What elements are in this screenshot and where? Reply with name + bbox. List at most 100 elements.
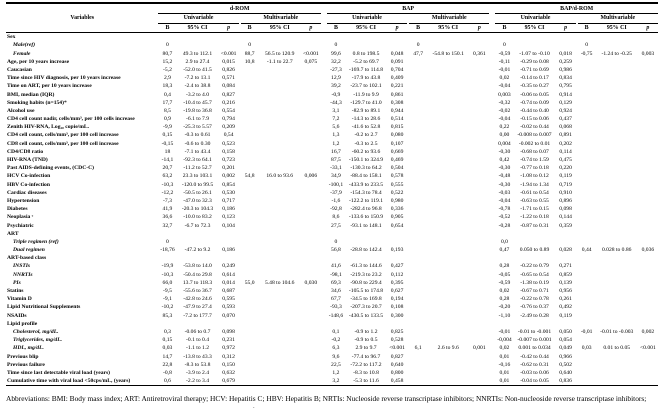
value-cell <box>409 377 428 387</box>
value-cell <box>469 222 489 230</box>
value-cell: -0,11 <box>498 58 511 65</box>
value-cell <box>556 320 576 328</box>
value-cell <box>259 320 301 328</box>
value-cell <box>596 197 638 205</box>
value-cell <box>578 230 596 238</box>
value-cell: 0,075 <box>304 58 318 65</box>
value-cell: 0,202 <box>559 140 572 147</box>
value-cell <box>301 66 321 74</box>
row-label: ART-based class <box>7 255 47 262</box>
value-cell <box>578 173 596 181</box>
value-cell <box>345 230 387 238</box>
value-cell <box>469 173 489 181</box>
value-cell <box>638 99 658 107</box>
row-label: Time since HIV diagnosis, per 10 years i… <box>7 75 121 82</box>
value-cell: 0,966 <box>559 353 572 360</box>
value-cell <box>241 197 259 205</box>
spacer-cell <box>407 377 410 387</box>
value-cell: 0,47 <box>499 247 510 254</box>
row-label: Cholesterol, mg/dL. <box>13 328 59 335</box>
value-cell: -0.74 to 1.59 <box>520 157 549 163</box>
col-header-p: p <box>637 23 658 34</box>
value-cell <box>241 205 259 213</box>
table-row: Sex <box>6 33 658 42</box>
value-cell: 12,9 <box>331 75 341 82</box>
value-cell: 15,2 <box>162 58 173 65</box>
value-cell: -0.87 to 0.31 <box>520 222 549 229</box>
value-cell: 88,7 <box>244 50 255 57</box>
value-cell: -47.0 to 32.3 <box>183 197 212 204</box>
value-cell <box>409 279 427 287</box>
value-cell <box>301 263 321 271</box>
value-cell <box>409 189 427 197</box>
value-cell: 0,627 <box>390 288 404 294</box>
value-cell: -2.4 to 38.8 <box>184 83 211 90</box>
value-cell: 0,905 <box>390 214 404 221</box>
value-cell: 23.3 to 103.1 <box>182 173 213 180</box>
value-cell <box>578 295 596 303</box>
value-cell: -6.1 to 7.9 <box>186 116 210 123</box>
spacer-cell <box>575 377 578 387</box>
value-cell: 0,015 <box>222 58 235 65</box>
value-cell <box>176 238 218 246</box>
value-cell <box>638 83 658 91</box>
col-header-ci: 95% CI <box>595 23 638 34</box>
value-cell <box>259 295 301 303</box>
value-cell: 0 <box>166 238 169 245</box>
value-cell <box>241 66 259 74</box>
column-gap <box>407 13 410 34</box>
value-cell <box>638 295 658 303</box>
value-cell: 34,9 <box>331 173 341 180</box>
value-cell <box>469 279 489 287</box>
value-cell: -7.2 to 13.1 <box>184 75 211 82</box>
table-row: Cumulative time with viral load <50cps/m… <box>6 377 658 387</box>
table-row: Time on ART, per 10 years increase 18,3 -2… <box>6 83 658 91</box>
table-row: Cholesterol, mg/dL. 0,3 -0.06 to 0.7 0,098 0… <box>6 328 658 336</box>
value-cell: 0,049 <box>559 345 572 352</box>
row-label: ART <box>7 230 19 237</box>
table-row: Previous blip 14,7 -13.8 to 43.3 0,312 9,6 -7… <box>6 353 658 361</box>
value-cell: 0,271 <box>559 263 572 270</box>
value-cell <box>578 271 596 279</box>
value-cell <box>578 66 596 74</box>
value-cell: 1,2 <box>332 369 340 376</box>
value-cell <box>638 369 658 377</box>
value-cell <box>427 230 469 238</box>
value-cell: -0.61 to 0.54 <box>520 189 549 196</box>
value-cell <box>638 304 658 312</box>
value-cell <box>596 214 638 222</box>
value-cell: -19,9 <box>161 263 174 270</box>
value-cell: 2.6 to 9.6 <box>437 345 459 352</box>
value-cell <box>219 42 239 50</box>
value-cell <box>638 336 658 344</box>
value-cell <box>469 164 489 172</box>
value-cell <box>578 238 596 246</box>
value-cell <box>301 123 321 131</box>
value-cell: 36,6 <box>162 214 173 221</box>
value-cell: 0,409 <box>390 75 404 82</box>
value-cell: -10,2 <box>161 304 174 311</box>
value-cell: -0,28 <box>498 222 511 229</box>
value-cell <box>578 58 596 66</box>
col-header-ci: 95% CI <box>344 23 388 34</box>
value-cell <box>409 238 427 246</box>
value-cell: -0.62 to 0.31 <box>520 361 549 368</box>
value-cell: -0.77 to 0.18 <box>520 165 549 172</box>
value-cell <box>259 214 301 222</box>
value-cell: -0.63 to 0.55 <box>520 197 549 204</box>
value-cell <box>596 42 638 50</box>
value-cell <box>259 254 301 262</box>
value-cell: 0,006 <box>304 173 318 180</box>
value-cell <box>409 336 427 344</box>
value-cell: -42.8 to 24.6 <box>183 296 212 303</box>
value-cell <box>469 287 489 295</box>
value-cell <box>578 320 596 328</box>
value-cell <box>469 254 489 262</box>
value-cell: 34,6 <box>331 288 341 294</box>
value-cell: -61.3 to 144.6 <box>350 263 382 270</box>
value-cell <box>259 33 301 42</box>
value-cell: -0,04 <box>498 197 511 204</box>
row-label: Cumulative time with viral load <50cps/m… <box>6 377 159 387</box>
value-cell <box>638 173 658 181</box>
value-cell <box>241 214 259 222</box>
